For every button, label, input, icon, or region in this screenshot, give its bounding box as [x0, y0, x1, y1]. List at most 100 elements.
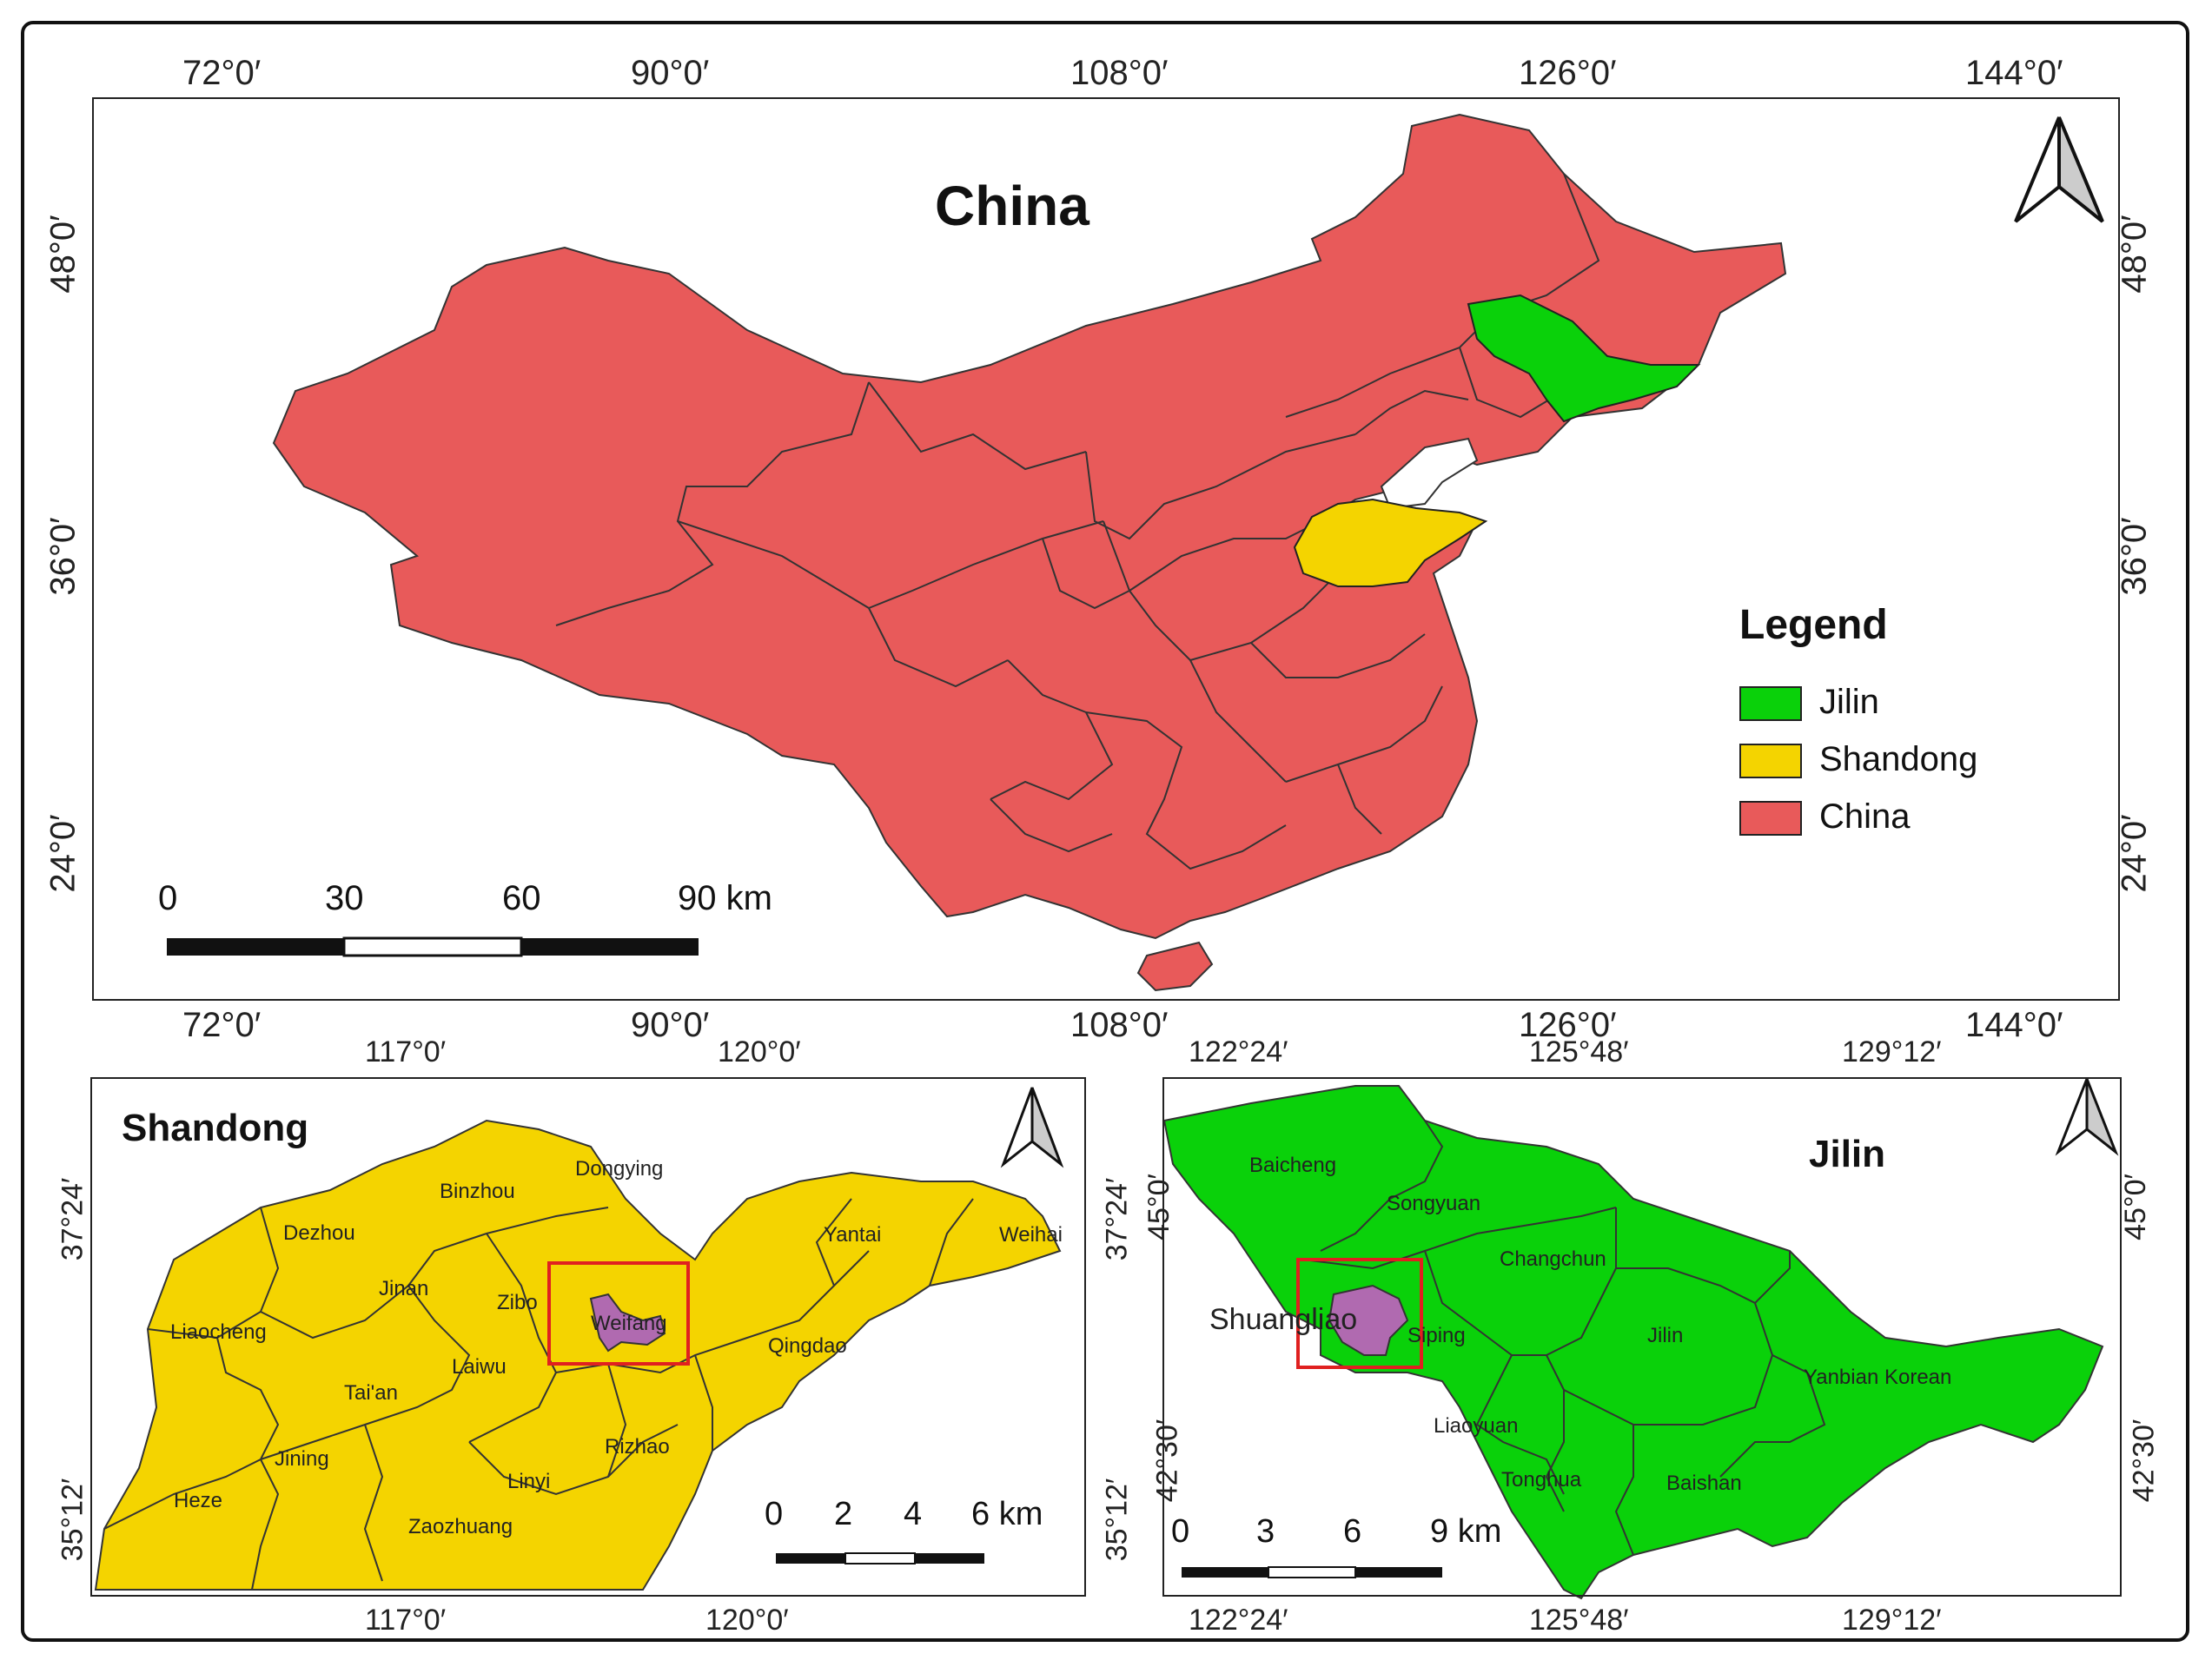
shandong-north-arrow-icon [1000, 1087, 1064, 1168]
shandong-region [94, 1119, 1062, 1591]
jilin-right-tick-2: 42°30′ [2127, 1419, 2161, 1503]
weifang-study-area [589, 1293, 666, 1353]
jilin-scale-0: 0 [1171, 1513, 1190, 1550]
left-tick-1: 48°0′ [43, 215, 83, 294]
shandong-scale-2: 2 [834, 1496, 853, 1532]
shandong-region-main [1293, 498, 1488, 587]
city-label-shuangliao: Shuangliao [1209, 1303, 1358, 1336]
jilin-scale-9: 9 km [1430, 1513, 1502, 1550]
jilin-study-box [1296, 1258, 1423, 1369]
shandong-top-tick-1: 117°0′ [365, 1035, 447, 1068]
bottom-tick-1: 72°0′ [182, 1006, 262, 1044]
jilin-inner-left-tick-1: 45°0′ [1142, 1174, 1176, 1240]
map-figure-border [21, 21, 2189, 1642]
city-label-changchun: Changchun [1500, 1247, 1606, 1271]
city-label-baicheng: Baicheng [1249, 1154, 1337, 1177]
city-label-jilin: Jilin [1647, 1324, 1684, 1347]
legend-swatch-shandong [1739, 744, 1802, 778]
jilin-scale-6: 6 [1343, 1513, 1362, 1550]
bottom-tick-4: 126°0′ [1519, 1006, 1617, 1044]
city-label-weihai: Weihai [999, 1223, 1063, 1247]
shandong-scale-4: 4 [904, 1496, 923, 1532]
legend-title: Legend [1739, 602, 1888, 648]
shandong-map-frame [90, 1077, 1086, 1597]
city-label-dongying: Dongying [575, 1157, 664, 1181]
jilin-bottom-tick-2: 125°48′ [1529, 1604, 1629, 1637]
china-scale-bar [167, 936, 699, 957]
top-tick-1: 72°0′ [182, 54, 262, 92]
right-tick-3: 24°0′ [2115, 814, 2154, 893]
right-tick-2: 36°0′ [2115, 517, 2154, 596]
shandong-top-tick-2: 120°0′ [718, 1035, 801, 1068]
right-tick-1: 48°0′ [2115, 215, 2154, 294]
top-tick-3: 108°0′ [1070, 54, 1169, 92]
city-label-qingdao: Qingdao [768, 1334, 847, 1358]
shandong-scale-6: 6 km [971, 1496, 1043, 1532]
city-label-jinan: Jinan [379, 1277, 429, 1300]
city-label-linyi: Linyi [507, 1470, 551, 1493]
city-label-heze: Heze [174, 1489, 223, 1512]
shandong-scale-0: 0 [765, 1496, 784, 1532]
jilin-bottom-tick-1: 122°24′ [1189, 1604, 1288, 1637]
left-tick-3: 24°0′ [43, 814, 83, 893]
jilin-scale-bar [1182, 1566, 1442, 1578]
shuangliao-study-area [1328, 1284, 1409, 1356]
jilin-city-boundaries [1302, 1120, 1826, 1556]
jilin-inner-left-tick-2: 42°30′ [1150, 1419, 1184, 1503]
bottom-tick-3: 108°0′ [1070, 1006, 1169, 1044]
city-label-songyuan: Songyuan [1387, 1192, 1481, 1215]
jilin-map-title: Jilin [1809, 1133, 1886, 1175]
legend-swatch-china [1739, 801, 1802, 836]
city-label-binzhou: Binzhou [440, 1180, 515, 1203]
jilin-top-tick-1: 122°24′ [1189, 1035, 1288, 1068]
city-label-tonghua: Tonghua [1501, 1468, 1582, 1492]
legend-swatch-jilin [1739, 686, 1802, 721]
north-arrow-icon [2014, 116, 2104, 223]
legend-label-china: China [1819, 797, 1911, 836]
city-label-zaozhuang: Zaozhuang [408, 1515, 513, 1538]
shandong-bottom-tick-2: 120°0′ [705, 1604, 789, 1637]
top-tick-2: 90°0′ [631, 54, 710, 92]
china-scale-30: 30 [325, 879, 364, 917]
legend-label-jilin: Jilin [1819, 683, 1879, 721]
jilin-top-tick-3: 129°12′ [1842, 1035, 1942, 1068]
city-label-jining: Jining [275, 1447, 329, 1471]
bottom-tick-5: 144°0′ [1965, 1006, 2063, 1044]
city-label-weifang: Weifang [591, 1312, 667, 1335]
hainan-region [1136, 941, 1214, 992]
city-label-yantai: Yantai [824, 1223, 882, 1247]
jilin-left-tick-2: 35°12′ [1100, 1478, 1134, 1562]
city-label-siping: Siping [1407, 1324, 1466, 1347]
top-tick-4: 126°0′ [1519, 54, 1617, 92]
province-boundaries [555, 173, 1608, 870]
china-scale-60: 60 [502, 879, 541, 917]
jilin-region-main [1467, 294, 1701, 423]
china-scale-0: 0 [158, 879, 178, 917]
jilin-region [1162, 1085, 2104, 1600]
city-label-yanbian-korean: Yanbian Korean [1804, 1366, 1952, 1389]
jilin-scale-3: 3 [1256, 1513, 1275, 1550]
shandong-study-box [547, 1261, 690, 1366]
jilin-left-tick-1: 37°24′ [1100, 1177, 1134, 1261]
left-tick-2: 36°0′ [43, 517, 83, 596]
bottom-tick-2: 90°0′ [631, 1006, 710, 1044]
shandong-scale-bar [776, 1552, 984, 1564]
city-label-rizhao: Rizhao [605, 1435, 670, 1459]
legend-label-shandong: Shandong [1819, 740, 1978, 778]
shandong-bottom-tick-1: 117°0′ [365, 1604, 447, 1637]
jilin-north-arrow-icon [2055, 1078, 2119, 1156]
city-label-liaoyuan: Liaoyuan [1434, 1414, 1519, 1438]
china-region [272, 113, 1787, 940]
shandong-left-tick-1: 37°24′ [56, 1177, 89, 1261]
jilin-right-tick-1: 45°0′ [2118, 1174, 2152, 1240]
city-label-baishan: Baishan [1666, 1472, 1742, 1495]
city-label-liaocheng: Liaocheng [170, 1320, 267, 1344]
china-map-title: China [935, 175, 1089, 237]
city-label-zibo: Zibo [497, 1291, 538, 1314]
jilin-map-frame [1162, 1077, 2122, 1597]
city-label-taian: Tai'an [344, 1381, 398, 1405]
jilin-top-tick-2: 125°48′ [1529, 1035, 1629, 1068]
shandong-left-tick-2: 35°12′ [56, 1478, 89, 1562]
city-label-laiwu: Laiwu [452, 1355, 507, 1379]
